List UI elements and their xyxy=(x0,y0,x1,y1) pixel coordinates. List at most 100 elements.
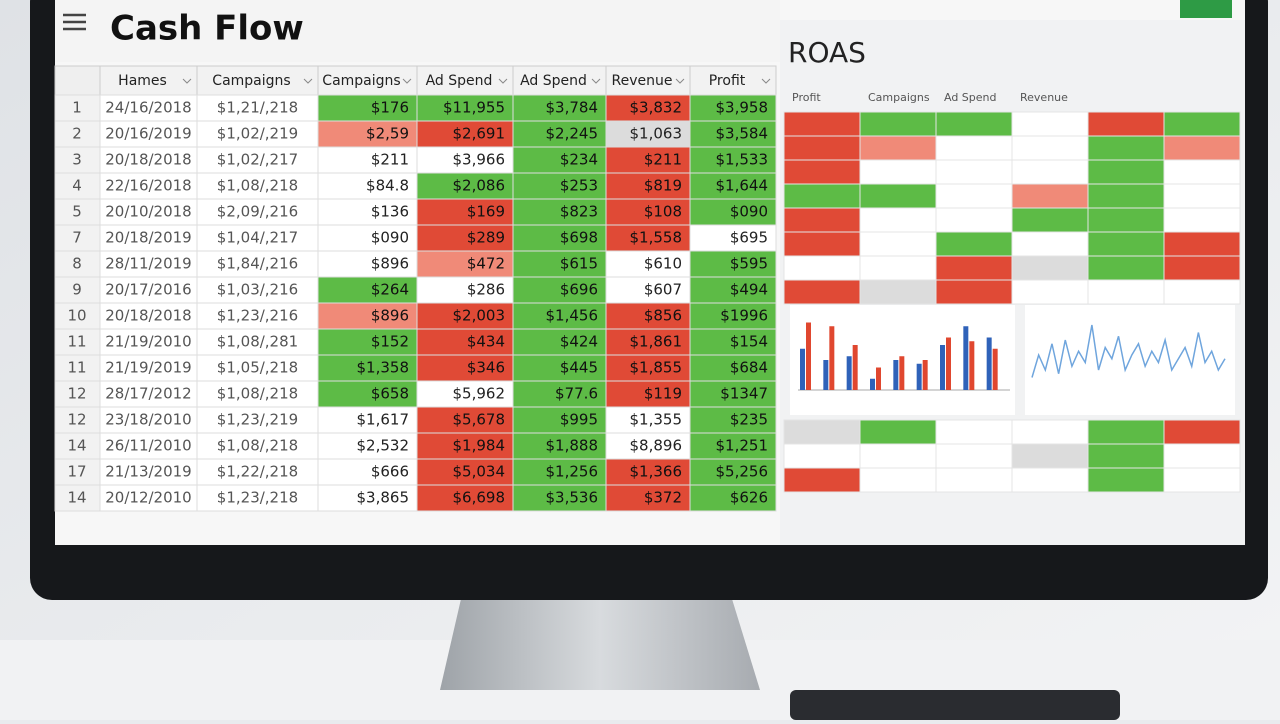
bar xyxy=(969,341,975,390)
roas-cell xyxy=(783,279,861,305)
cell-value: $253 xyxy=(560,177,598,195)
roas-cell xyxy=(935,135,1013,161)
bar xyxy=(846,356,852,390)
cell xyxy=(605,276,691,304)
column-header xyxy=(317,65,418,96)
row-number: 2 xyxy=(72,125,82,143)
roas-cell xyxy=(935,231,1013,257)
roas-cell xyxy=(783,231,861,257)
column-header-label: Profit xyxy=(709,73,746,89)
sheet-title: Cash Flow xyxy=(110,9,304,49)
bar xyxy=(870,378,875,390)
bar xyxy=(800,348,805,390)
cell xyxy=(196,328,319,356)
cell-value: $1,644 xyxy=(716,177,769,195)
cell-value: $108 xyxy=(644,203,682,221)
cell-value: $3,784 xyxy=(546,99,599,117)
cell-value: $169 xyxy=(467,203,505,221)
cell-value: 20/18/2019 xyxy=(105,229,191,247)
cell-value: $1347 xyxy=(720,385,768,403)
cell xyxy=(512,224,607,252)
share-button[interactable] xyxy=(1180,0,1232,18)
roas-cell xyxy=(1087,135,1165,161)
cell xyxy=(512,198,607,226)
roas-cell xyxy=(1087,111,1165,137)
cell-value: 20/10/2018 xyxy=(105,203,191,221)
roas-cell xyxy=(783,419,861,445)
cell xyxy=(416,172,514,200)
cell xyxy=(512,354,607,382)
roas-cell xyxy=(859,159,937,185)
row-number: 10 xyxy=(67,307,86,325)
toolbar xyxy=(55,0,780,62)
cell-value: $235 xyxy=(730,411,768,429)
roas-cell xyxy=(1011,255,1089,281)
roas-cell xyxy=(1011,135,1089,161)
cell xyxy=(512,172,607,200)
cell xyxy=(317,94,418,122)
cell xyxy=(689,276,777,304)
column-header-label: Hames xyxy=(118,73,167,89)
menu-icon[interactable] xyxy=(63,13,86,31)
cell-value: $1,03/,216 xyxy=(217,281,298,299)
row-number: 12 xyxy=(67,411,86,429)
cell xyxy=(416,250,514,278)
roas-cell xyxy=(1011,183,1089,209)
roas-cell xyxy=(1087,419,1165,445)
row-number: 8 xyxy=(72,255,82,273)
row-number: 3 xyxy=(72,151,82,169)
cell-value: $1,533 xyxy=(716,151,769,169)
column-header-label: Ad Spend xyxy=(426,73,493,89)
row-number-cell xyxy=(54,302,101,330)
roas-cell xyxy=(783,255,861,281)
cell-value: $494 xyxy=(730,281,768,299)
cell-value: $11,955 xyxy=(443,99,505,117)
roas-cell xyxy=(1163,159,1241,185)
roas-cell xyxy=(859,419,937,445)
cell-value: $3,865 xyxy=(357,489,410,507)
dropdown-arrow xyxy=(761,78,771,84)
roas-cell xyxy=(1011,111,1089,137)
cell-value: $819 xyxy=(644,177,682,195)
cell-value: $424 xyxy=(560,333,598,351)
cell xyxy=(317,406,418,434)
cell-value: 21/13/2019 xyxy=(105,463,191,481)
cell xyxy=(689,302,777,330)
content: Hames Campaigns Campaigns Ad Spend Ad Spend R… xyxy=(54,65,1241,512)
dropdown-arrow xyxy=(498,78,508,84)
cell xyxy=(99,302,198,330)
cell-value: $2,09/,216 xyxy=(217,203,298,221)
cell-value: 22/16/2018 xyxy=(105,177,191,195)
cell-value: 20/16/2019 xyxy=(105,125,191,143)
bar xyxy=(986,337,992,390)
cell-value: $5,034 xyxy=(453,463,506,481)
cell xyxy=(689,198,777,226)
roas-cell xyxy=(859,135,937,161)
roas-cell xyxy=(1163,255,1241,281)
cell-value: $595 xyxy=(730,255,768,273)
cell-value: $1,23/,218 xyxy=(217,489,298,507)
cell-value: $1996 xyxy=(720,307,768,325)
roas-cell xyxy=(1011,279,1089,305)
cell-value: $1,08/,218 xyxy=(217,437,298,455)
roas-cell xyxy=(1087,255,1165,281)
cell xyxy=(605,484,691,512)
column-header-label: Campaigns xyxy=(322,73,400,89)
cell xyxy=(689,380,777,408)
cell-value: $1,04/,217 xyxy=(217,229,298,247)
cell-value: $5,962 xyxy=(453,385,506,403)
cell-value: $2,532 xyxy=(357,437,410,455)
cell-value: $1,05/,218 xyxy=(217,359,298,377)
cell-value: $1,21/,218 xyxy=(217,99,298,117)
cell xyxy=(689,172,777,200)
cell-value: $698 xyxy=(560,229,598,247)
cell xyxy=(317,224,418,252)
cell-value: $2,086 xyxy=(453,177,506,195)
cell-value: $1,855 xyxy=(630,359,683,377)
cell-value: $1,22/,218 xyxy=(217,463,298,481)
roas-column-header: Revenue xyxy=(1020,91,1068,104)
roas-cell xyxy=(935,419,1013,445)
roas-cell xyxy=(1163,443,1241,469)
cell-value: $1,08/,218 xyxy=(217,177,298,195)
cell-value: $1,23/,219 xyxy=(217,411,298,429)
